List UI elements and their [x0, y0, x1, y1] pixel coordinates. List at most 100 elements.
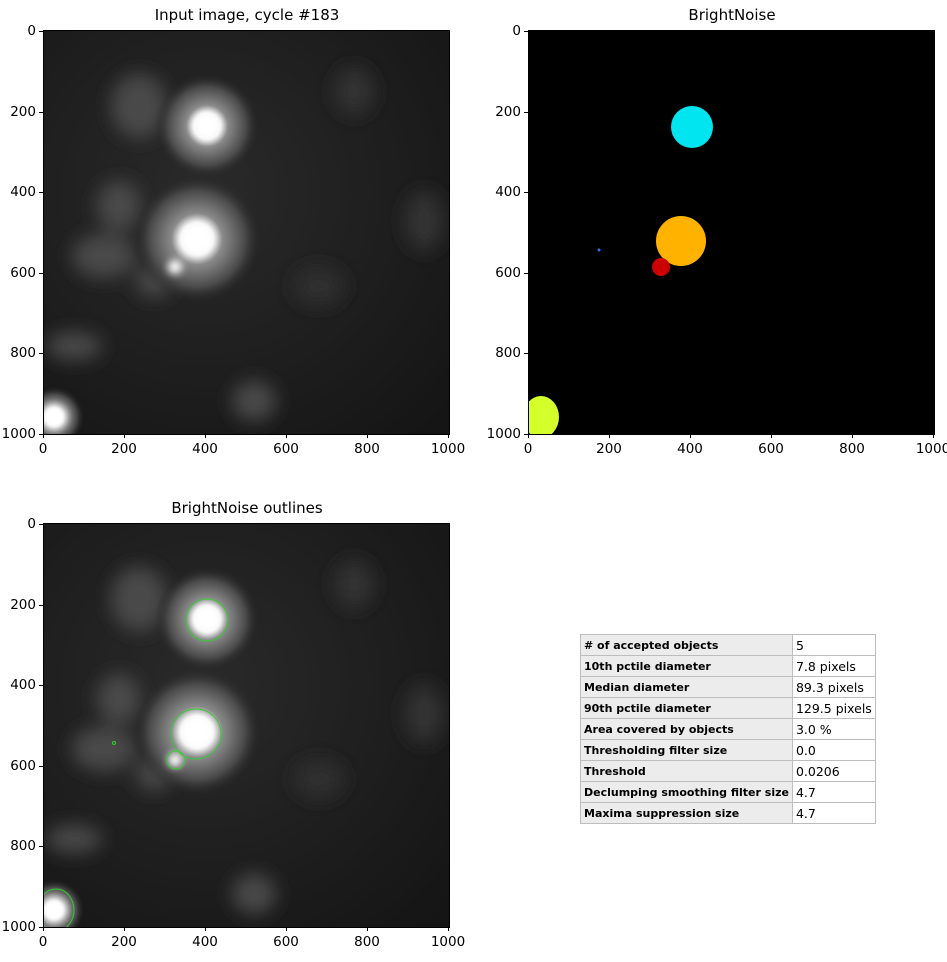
- input-image[interactable]: [43, 30, 450, 435]
- input-y-tick-mark: [39, 31, 43, 32]
- input-x-tick-label: 200: [111, 441, 137, 457]
- objects-y-tick-mark: [524, 111, 528, 113]
- outlines-x-tick-mark: [124, 927, 125, 931]
- table-row: Area covered by objects 3.0 %: [580, 718, 876, 740]
- outlines-y-tick-mark: [39, 846, 43, 848]
- input-y-tick-label: 600: [10, 264, 36, 281]
- stat-label: # of accepted objects: [580, 634, 793, 656]
- input-image-title: Input image, cycle #183: [154, 6, 340, 24]
- object-yellow-green: [529, 396, 559, 434]
- outlines-x-tick-mark: [367, 927, 368, 931]
- input-x-tick-label: 0: [38, 441, 48, 457]
- outline-object-5: [112, 741, 116, 745]
- outlines-x-tick-label: 0: [38, 934, 48, 950]
- input-x-tick-mark: [124, 434, 125, 438]
- outlines-x-tick-label: 800: [354, 934, 380, 950]
- object-red: [652, 258, 670, 276]
- objects-image[interactable]: [528, 30, 935, 435]
- input-x-tick-mark: [367, 434, 368, 438]
- table-row: # of accepted objects 5: [580, 634, 876, 656]
- objects-x-tick-label: 200: [596, 441, 622, 457]
- outlines-x-tick-mark: [43, 927, 44, 931]
- stat-value: 4.7: [791, 802, 876, 824]
- stat-value: 0.0: [791, 739, 876, 761]
- stat-value: 3.0 %: [791, 718, 876, 740]
- objects-y-tick-mark: [524, 192, 528, 194]
- input-x-tick-label: 400: [192, 441, 218, 457]
- objects-y-tick-label: 1000: [486, 426, 521, 442]
- input-y-tick-label: 800: [10, 345, 36, 362]
- objects-y-tick-label: 0: [512, 23, 521, 39]
- outlines-y-tick-label: 600: [10, 757, 36, 774]
- stat-label: Median diameter: [580, 676, 793, 698]
- outlines-x-tick-mark: [286, 927, 287, 931]
- outlines-y-tick-mark: [39, 604, 43, 606]
- input-y-tick-label: 0: [27, 23, 36, 39]
- objects-x-tick-mark: [852, 434, 853, 438]
- outlines-y-tick-mark: [39, 765, 43, 767]
- table-row: Median diameter 89.3 pixels: [580, 676, 876, 698]
- input-y-tick-label: 400: [10, 184, 36, 201]
- table-row: 90th pctile diameter 129.5 pixels: [580, 697, 876, 719]
- input-x-tick-label: 800: [354, 441, 380, 457]
- outlines-y-tick-mark: [39, 927, 43, 928]
- input-x-tick-label: 1000: [430, 441, 466, 457]
- stat-value: 0.0206: [791, 760, 876, 782]
- outlines-x-tick-mark: [205, 927, 206, 931]
- measurements-table: # of accepted objects 5 10th pctile diamet…: [580, 634, 876, 824]
- objects-y-tick-mark: [524, 434, 528, 435]
- outlines-image[interactable]: [43, 523, 450, 928]
- input-y-tick-mark: [39, 353, 43, 355]
- stat-label: Threshold: [580, 760, 793, 782]
- stat-value: 7.8 pixels: [791, 655, 876, 677]
- outline-object-4: [44, 888, 75, 927]
- objects-x-tick-label: 600: [758, 441, 784, 457]
- outline-object-1: [185, 598, 229, 642]
- stat-value: 4.7: [791, 781, 876, 803]
- input-x-tick-label: 600: [273, 441, 299, 457]
- outlines-x-tick-mark: [448, 927, 449, 931]
- outlines-y-tick-mark: [39, 524, 43, 525]
- objects-y-tick-label: 400: [495, 184, 521, 201]
- objects-y-tick-label: 600: [495, 264, 521, 281]
- table-row: Maxima suppression size 4.7: [580, 802, 876, 824]
- outlines-x-tick-label: 600: [273, 934, 299, 950]
- outlines-y-tick-label: 200: [10, 596, 36, 613]
- objects-x-tick-mark: [528, 434, 529, 438]
- objects-x-tick-mark: [933, 434, 934, 438]
- outlines-y-tick-label: 800: [10, 838, 36, 855]
- table-row: Threshold 0.0206: [580, 760, 876, 782]
- objects-x-tick-mark: [609, 434, 610, 438]
- outlines-y-tick-label: 0: [27, 516, 36, 532]
- table-row: 10th pctile diameter 7.8 pixels: [580, 655, 876, 677]
- stat-label: Maxima suppression size: [580, 802, 793, 824]
- object-blue-speck: [597, 248, 601, 252]
- input-y-tick-mark: [39, 192, 43, 194]
- objects-image-title: BrightNoise: [688, 6, 776, 24]
- outlines-x-tick-label: 1000: [430, 934, 466, 950]
- outline-object-3: [166, 750, 186, 770]
- outlines-x-tick-label: 400: [192, 934, 218, 950]
- input-y-tick-mark: [39, 272, 43, 274]
- outline-object-2: [170, 708, 222, 760]
- input-y-tick-mark: [39, 111, 43, 113]
- stat-value: 129.5 pixels: [791, 697, 876, 719]
- object-orange: [656, 216, 706, 266]
- outlines-x-tick-label: 200: [111, 934, 137, 950]
- objects-x-tick-mark: [771, 434, 772, 438]
- stat-label: 90th pctile diameter: [580, 697, 793, 719]
- objects-y-tick-mark: [524, 31, 528, 32]
- stat-label: Area covered by objects: [580, 718, 793, 740]
- input-y-tick-mark: [39, 434, 43, 435]
- object-cyan: [671, 106, 713, 148]
- table-row: Thresholding filter size 0.0: [580, 739, 876, 761]
- objects-y-tick-mark: [524, 353, 528, 355]
- input-x-tick-mark: [205, 434, 206, 438]
- stat-value: 89.3 pixels: [791, 676, 876, 698]
- stat-label: Declumping smoothing filter size: [580, 781, 793, 803]
- outlines-y-tick-label: 400: [10, 677, 36, 694]
- stat-value: 5: [791, 634, 876, 656]
- outlines-y-tick-mark: [39, 685, 43, 687]
- table-row: Declumping smoothing filter size 4.7: [580, 781, 876, 803]
- outlines-image-title: BrightNoise outlines: [171, 499, 323, 517]
